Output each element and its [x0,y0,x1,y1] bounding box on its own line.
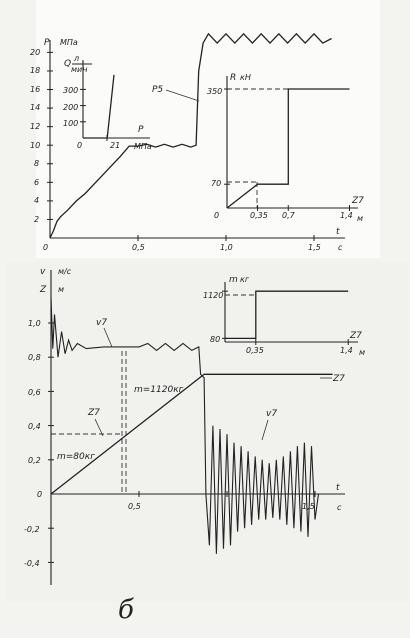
inset-q-xunit: МПа [134,142,152,151]
bottom-main-yunit2: м [58,285,64,294]
inset-q-series-line [83,74,115,139]
bottom-main-chart: v м/с Z м t с 1,0 0,8 0,6 0,4 0,2 0 -0,2… [24,267,345,585]
top-main-xunit: с [338,243,343,252]
top-main-xtick-label: 1,0 [220,243,233,252]
top-main-ylabel: P [44,38,50,48]
inset-r-xtick-label: 0,7 [282,211,296,220]
bottom-main-series-v7-line [50,297,320,554]
z7-label-right: Z7 [332,374,345,384]
inset-m-ytick-label: 1120 [203,291,223,300]
bottom-main-series-z7-line [50,373,333,495]
inset-m-series-line [225,290,349,340]
inset-m-xtick-label: 1,4 [340,346,353,355]
inset-r-series-line [226,88,350,209]
top-main-ytick-label: 8 [34,159,39,168]
bottom-main-ytick-label: 0 [37,490,42,499]
bottom-inset-chart: m кг Z7 м 1120 80 0,35 1,4 [203,275,365,357]
inset-q-xtick-label: 0 [77,141,82,150]
p5-leader-line [165,89,200,102]
v7-label-bottom: v7 [266,409,277,419]
top-panel-paper [36,0,380,258]
inset-r-xlabel: Z7 [351,196,364,206]
inset-m-ylabel: m [229,275,238,285]
inset-q-ytick-label: 200 [63,103,78,112]
annotation-mass-1120: m=1120кг [134,385,184,395]
inset-q-yunit-num: л [73,54,79,63]
z7-label-mid: Z7 [87,408,100,418]
inset-r-yunit: кН [240,73,251,82]
top-main-xtick-label: 0 [43,243,48,252]
v7-label-top: v7 [96,318,107,328]
inset-r-xtick-label: 0,35 [250,211,268,220]
bottom-main-ytick-label: 0,4 [28,422,41,431]
top-main-series-p5-line [49,32,332,239]
top-main-xtick-label: 0,5 [132,243,145,252]
inset-r-ytick-label: 350 [207,87,222,96]
inset-r-xtick-label: 1,4 [340,211,353,220]
inset-q-ytick-label: 300 [63,86,78,95]
v7-top-leader [103,327,113,348]
inset-q-ylabel: Q [64,59,71,69]
bottom-panel-paper [6,262,408,602]
top-main-ytick-label: 12 [30,122,40,131]
bottom-main-ytick-label: 0,8 [28,353,41,362]
annotation-mass-80: m=80кг [57,452,95,462]
inset-q-xlabel: P [138,125,144,135]
bottom-main-xtick-label: 1,5 [302,502,315,511]
top-inset-right-chart: R кН Z7 м 350 70 0 0,35 0,7 1,4 [207,73,364,223]
p5-series-label: P5 [152,85,163,95]
bottom-main-ylabel2: Z [39,285,47,295]
top-main-xtick-label: 1,5 [308,243,321,252]
inset-m-xlabel: Z7 [349,331,362,341]
inset-q-xtick-label: 21 [110,141,120,150]
inset-r-xtick-label: 0 [214,211,219,220]
top-main-ytick-label: 10 [30,141,40,150]
top-main-ytick-label: 18 [30,66,40,75]
z7-mid-leader [94,418,104,437]
inset-q-yunit-den: мин [71,65,87,74]
top-main-yunit: МПа [60,38,78,47]
inset-r-ytick-label: 70 [211,179,221,188]
top-main-chart: P МПа t с 2 4 6 8 10 12 14 16 18 20 0 0,… [30,32,345,252]
inset-m-ytick-label: 80 [210,335,220,344]
top-main-ytick-label: 16 [30,85,40,94]
bottom-main-ytick-label: -0,4 [24,559,40,568]
v7-bottom-leader [261,419,269,441]
top-main-xlabel: t [336,227,340,237]
top-main-ytick-label: 6 [34,178,39,187]
inset-r-ylabel: R [230,73,236,83]
bottom-main-ylabel: v [40,267,46,277]
inset-m-xtick-label: 0,35 [246,346,264,355]
inset-m-yunit: кг [240,275,250,284]
top-main-ytick-label: 20 [30,48,40,57]
inset-m-xunit: м [359,348,365,357]
figure-label: б [118,595,134,625]
top-main-ytick-label: 4 [34,196,39,205]
inset-q-ytick-label: 100 [63,119,78,128]
inset-r-xunit: м [357,214,363,223]
bottom-main-ytick-label: -0,2 [24,525,40,534]
bottom-main-ytick-label: 1,0 [28,319,41,328]
top-inset-left-chart: Q л мин P МПа 300 200 100 0 21 [63,54,152,151]
bottom-main-xunit: с [337,503,342,512]
top-main-ytick-label: 14 [30,103,40,112]
bottom-main-yunit: м/с [58,267,72,276]
bottom-main-ytick-label: 0,2 [28,456,41,465]
bottom-main-ytick-label: 0,6 [28,388,41,397]
top-main-ytick-label: 2 [34,215,39,224]
bottom-main-xtick-label: 0,5 [128,502,141,511]
bottom-main-xlabel: t [336,483,340,493]
